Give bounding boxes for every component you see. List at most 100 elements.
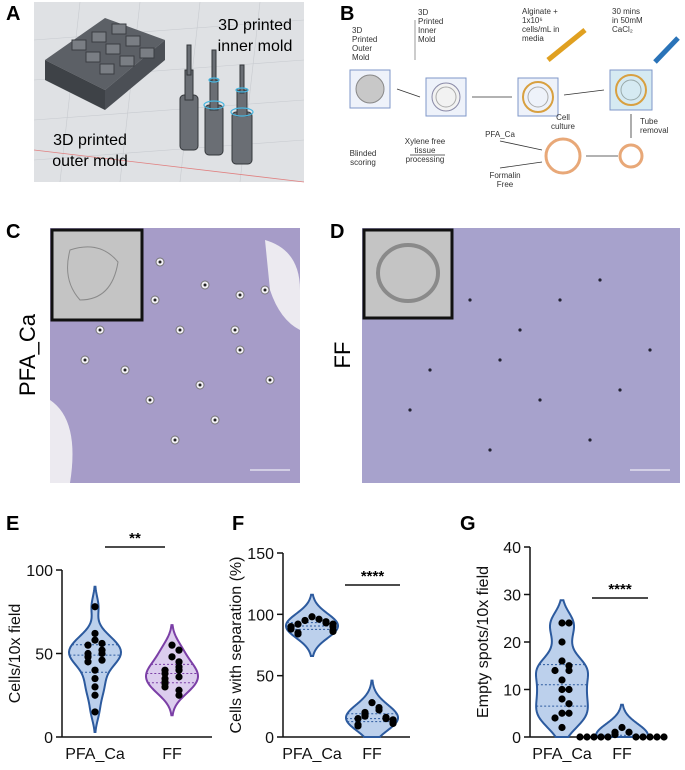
label-line: Alginate +	[522, 7, 558, 16]
data-point	[375, 706, 383, 714]
data-point	[558, 695, 566, 703]
data-point	[565, 709, 573, 717]
data-point	[368, 699, 376, 707]
cell	[263, 288, 267, 292]
label-line: Blinded	[350, 149, 377, 158]
data-point	[576, 733, 584, 741]
y-tick-label: 30	[503, 588, 521, 605]
data-point	[98, 656, 106, 664]
data-point	[84, 658, 92, 666]
data-point	[618, 723, 626, 732]
data-point	[329, 627, 337, 636]
mold-render	[33, 1, 305, 183]
label-line: Mold	[418, 35, 435, 44]
data-point	[382, 715, 390, 723]
data-point	[565, 666, 573, 675]
data-point	[597, 733, 605, 741]
data-point	[354, 715, 362, 723]
data-point	[565, 619, 573, 627]
cell	[238, 293, 242, 297]
cell	[233, 328, 237, 332]
data-point	[558, 638, 566, 646]
cell	[198, 383, 202, 387]
label-line: 30 mins	[612, 7, 640, 16]
label-line: Cell	[556, 113, 570, 122]
data-point	[91, 666, 99, 674]
label-line: removal	[640, 126, 669, 135]
label-line: inner mold	[218, 38, 293, 55]
label-line: Printed	[418, 17, 443, 26]
label-line: Outer	[352, 44, 372, 53]
cell	[588, 438, 592, 442]
data-point	[322, 619, 330, 627]
label-line: PFA_Ca	[485, 130, 515, 139]
violin	[344, 679, 400, 738]
label-line: 3D printed	[53, 132, 127, 149]
micrograph-pfa	[50, 228, 300, 483]
cell	[618, 388, 622, 392]
cell	[83, 358, 87, 362]
label-line: scoring	[350, 158, 376, 167]
significance-label: **	[129, 530, 141, 547]
text-layer: A B C D E F G PFA_Ca FF	[6, 3, 476, 535]
label-line: Printed	[352, 35, 377, 44]
cell	[598, 278, 602, 282]
data-point	[558, 676, 566, 684]
cell	[153, 298, 157, 302]
data-point	[583, 733, 591, 741]
data-point	[354, 722, 362, 730]
data-point	[175, 686, 183, 694]
cell	[558, 298, 562, 302]
label-line: Free	[497, 180, 514, 189]
y-tick-label: 150	[247, 546, 274, 563]
data-point	[646, 733, 654, 741]
data-point	[175, 666, 183, 674]
violin	[67, 585, 123, 733]
y-tick-label: 50	[35, 647, 53, 664]
cell	[428, 368, 432, 372]
y-tick-label: 100	[26, 563, 53, 580]
data-point	[558, 723, 566, 732]
cell	[178, 328, 182, 332]
data-point	[294, 630, 302, 638]
violin	[284, 593, 340, 658]
data-point	[175, 646, 183, 654]
data-point	[91, 708, 99, 716]
data-point	[604, 733, 612, 741]
panel-label: F	[232, 513, 244, 535]
cell	[518, 328, 522, 332]
panel-label: E	[6, 513, 19, 535]
data-point	[625, 728, 633, 736]
data-point	[175, 691, 183, 699]
panel-label: A	[6, 3, 20, 25]
label-line: 1x10⁶	[522, 16, 543, 25]
data-point	[168, 653, 176, 661]
micrograph-ff	[362, 228, 680, 483]
data-point	[301, 616, 309, 625]
data-point	[558, 709, 566, 717]
data-point	[308, 613, 316, 621]
cell	[238, 348, 242, 352]
y-tick-label: 0	[512, 730, 521, 747]
data-point	[565, 700, 573, 708]
label-line: Formalin	[489, 171, 520, 180]
image-label: FF	[330, 342, 355, 369]
panel-label: B	[340, 3, 354, 25]
y-axis-label: Cells/10x field	[7, 604, 24, 704]
violin	[534, 599, 590, 738]
data-point	[565, 685, 573, 694]
data-point	[611, 731, 619, 739]
label-line: in 50mM	[612, 16, 643, 25]
data-point	[91, 683, 99, 691]
label-line: 3D printed	[218, 17, 292, 34]
label-line: Inner	[418, 26, 437, 35]
data-point	[91, 691, 99, 699]
data-point	[84, 641, 92, 649]
image-label: PFA_Ca	[15, 313, 40, 396]
data-point	[287, 625, 295, 633]
data-point	[653, 733, 661, 741]
cell	[498, 358, 502, 362]
y-tick-label: 0	[265, 730, 274, 747]
x-tick-label: PFA_Ca	[282, 746, 342, 763]
cell	[408, 408, 412, 412]
